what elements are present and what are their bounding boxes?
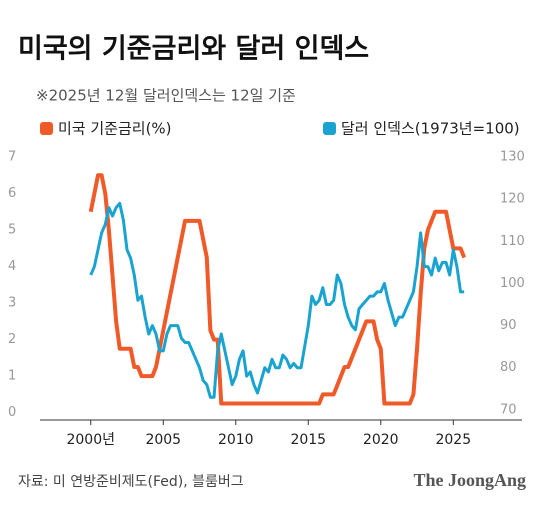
y-tick-label: 5 xyxy=(8,223,16,238)
y2-tick-label: 110 xyxy=(500,234,525,249)
chart-title: 미국의 기준금리와 달러 인덱스 xyxy=(18,34,369,65)
series-line xyxy=(89,201,465,399)
y-tick-label: 3 xyxy=(8,296,16,311)
y-tick-label: 7 xyxy=(8,150,16,165)
y-tick-label: 1 xyxy=(8,369,16,384)
series-line xyxy=(88,173,467,406)
x-tick-label: 2005 xyxy=(145,432,181,448)
y2-tick-label: 90 xyxy=(500,318,517,333)
legend-swatch xyxy=(40,122,53,135)
chart-subtitle: ※2025년 12월 달러인덱스는 12일 기준 xyxy=(36,87,296,105)
y2-tick-label: 100 xyxy=(500,276,525,291)
brand: The JoongAng xyxy=(413,470,526,490)
x-tick-label: 2025 xyxy=(435,432,471,448)
x-tick-label: 2000년 xyxy=(66,432,115,448)
legend-label: 미국 기준금리(%) xyxy=(58,120,172,138)
x-tick-label: 2010 xyxy=(218,432,254,448)
source: 자료: 미 연방준비제도(Fed), 블룸버그 xyxy=(18,474,244,490)
legend-label: 달러 인덱스(1973년=100) xyxy=(341,120,520,138)
y2-tick-label: 130 xyxy=(500,150,525,165)
y-tick-label: 0 xyxy=(8,405,16,420)
x-tick-label: 2020 xyxy=(363,432,399,448)
legend-swatch xyxy=(323,122,336,135)
y2-tick-label: 70 xyxy=(500,402,517,417)
y-tick-label: 4 xyxy=(8,259,16,274)
y2-tick-label: 120 xyxy=(500,192,525,207)
x-tick-label: 2015 xyxy=(290,432,326,448)
y-tick-label: 2 xyxy=(8,332,16,347)
y2-tick-label: 80 xyxy=(500,360,517,375)
y-tick-label: 6 xyxy=(8,186,16,201)
